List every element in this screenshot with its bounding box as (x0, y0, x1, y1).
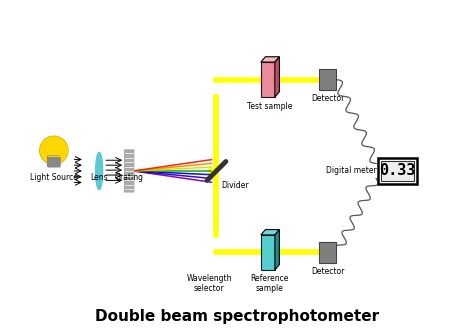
Text: Wavelength
selector: Wavelength selector (186, 274, 232, 293)
Ellipse shape (96, 152, 103, 190)
Polygon shape (261, 57, 279, 62)
FancyBboxPatch shape (261, 62, 275, 97)
Text: Divider: Divider (221, 181, 249, 190)
Text: Reference
sample: Reference sample (251, 274, 289, 293)
FancyBboxPatch shape (378, 158, 417, 184)
Text: Lens: Lens (91, 173, 108, 182)
Text: Light Source: Light Source (30, 173, 78, 182)
Text: Test sample: Test sample (247, 102, 292, 111)
FancyBboxPatch shape (125, 150, 134, 192)
FancyBboxPatch shape (381, 161, 414, 181)
FancyBboxPatch shape (48, 156, 60, 167)
Text: Detector: Detector (311, 94, 344, 103)
FancyBboxPatch shape (319, 242, 336, 263)
Text: 0.33: 0.33 (379, 163, 416, 178)
Text: Digital meter: Digital meter (326, 166, 377, 175)
FancyBboxPatch shape (319, 69, 336, 90)
Circle shape (39, 136, 68, 165)
FancyBboxPatch shape (261, 235, 275, 270)
Text: Double beam spectrophotometer: Double beam spectrophotometer (95, 309, 379, 324)
Polygon shape (275, 230, 279, 270)
Text: Grating: Grating (115, 173, 144, 182)
Polygon shape (275, 57, 279, 97)
Text: Detector: Detector (311, 267, 344, 276)
Polygon shape (261, 230, 279, 235)
